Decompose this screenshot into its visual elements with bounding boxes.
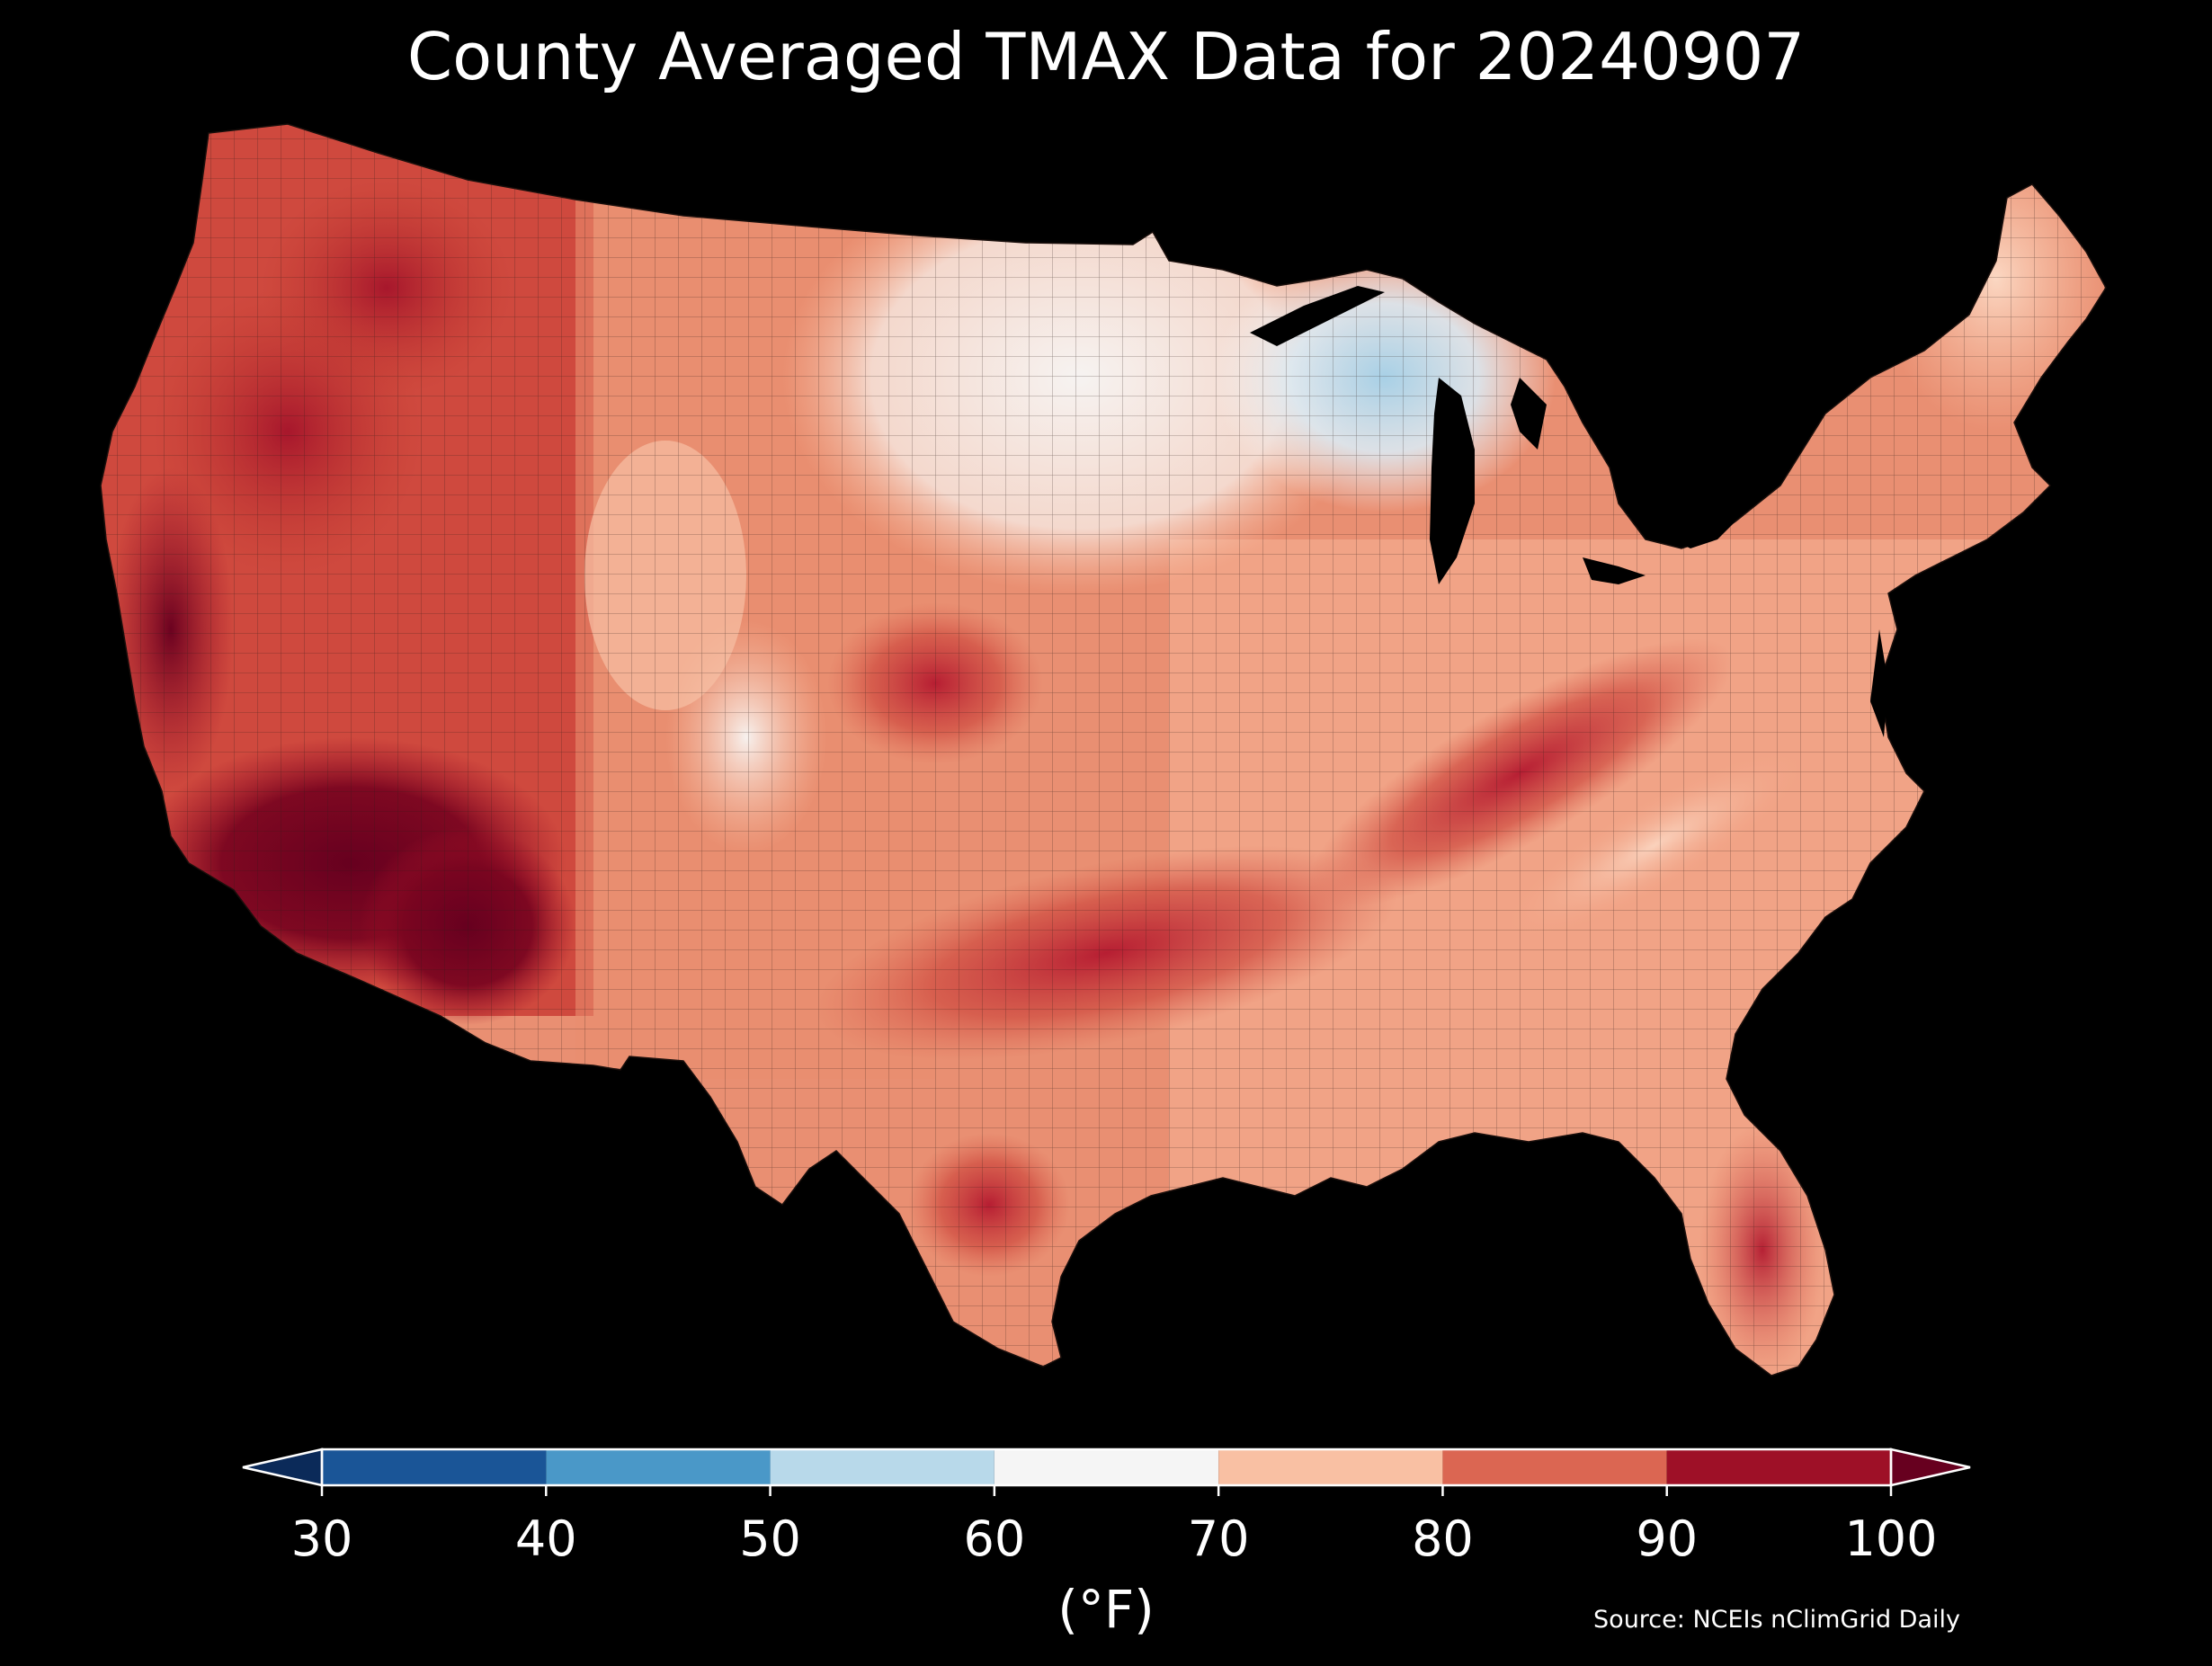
colorbar-extend-over	[1889, 1448, 1971, 1487]
colorbar-tick-label: 30	[290, 1510, 353, 1567]
colorbar-bin-6	[1666, 1449, 1891, 1485]
colorbar-units: (°F)	[1057, 1579, 1155, 1640]
source-note: Source: NCEIs nClimGrid Daily	[1593, 1606, 1960, 1634]
colorbar-bin-3	[994, 1449, 1219, 1485]
colorbar-bin-2	[770, 1449, 995, 1485]
colorbar-frame	[320, 1448, 1893, 1487]
colorbar-bin-4	[1218, 1449, 1443, 1485]
colorbar-tick-label: 60	[963, 1510, 1026, 1567]
colorbar-tick-label: 70	[1187, 1510, 1250, 1567]
colorbar-bins	[242, 1448, 1971, 1496]
colorbar-bin-1	[546, 1449, 771, 1485]
colorbar-tick-label: 40	[514, 1510, 577, 1567]
colorbar-bin-0	[322, 1449, 547, 1485]
colorbar-tick-label: 90	[1636, 1510, 1699, 1567]
colorbar-tick-label: 50	[739, 1510, 801, 1567]
colorbar-extend-under	[242, 1448, 324, 1487]
colorbar-tick-label: 80	[1412, 1510, 1474, 1567]
colorbar-bin-5	[1442, 1449, 1667, 1485]
page-title: County Averaged TMAX Data for 20240907	[406, 19, 1806, 94]
colorbar-tick-label: 100	[1844, 1510, 1938, 1567]
